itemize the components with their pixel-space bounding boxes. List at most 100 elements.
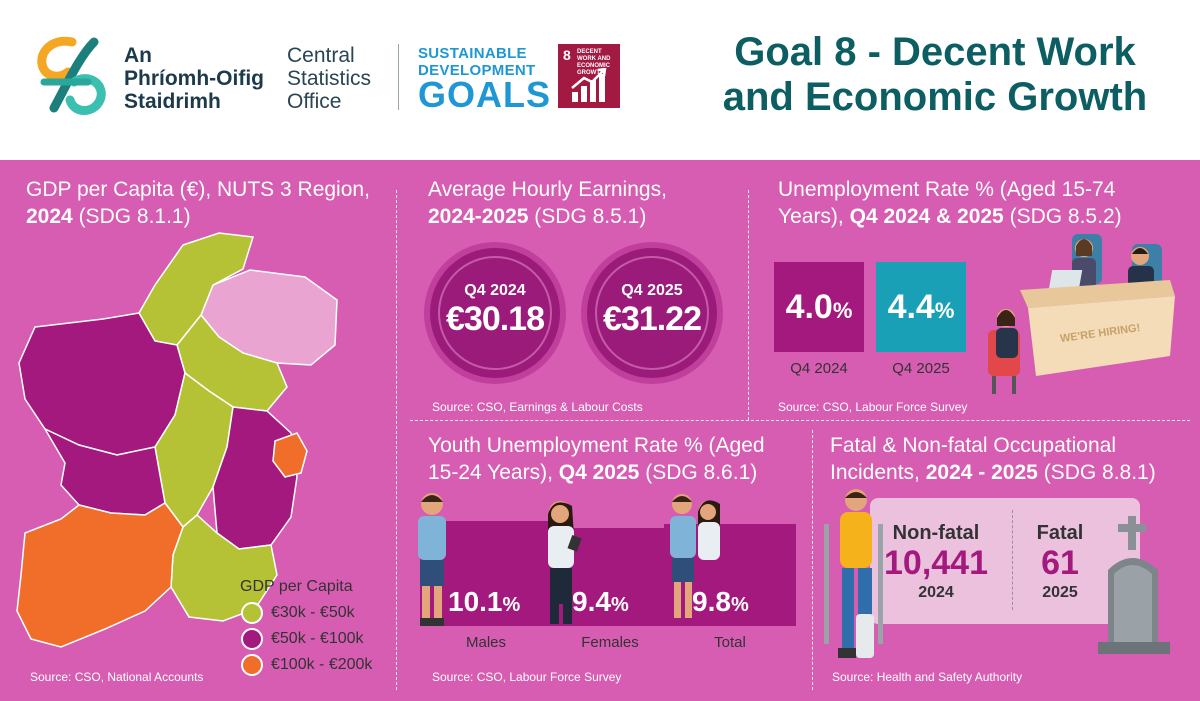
cso-name-line: Staidrimh xyxy=(124,90,221,113)
gdp-legend-item: €30k - €50k xyxy=(241,602,355,624)
coin-quarter: Q4 2024 xyxy=(464,282,526,299)
sdg-word-line: DEVELOPMENT xyxy=(418,62,536,79)
youth-value-label: 10.1% xyxy=(448,586,520,618)
unemployment-panel-title: Unemployment Rate % (Aged 15-74 Years), … xyxy=(778,176,1188,230)
divider-horizontal xyxy=(410,420,1190,421)
youth-value: 10.1 xyxy=(448,586,503,617)
unemployment-title-line: Unemployment Rate % (Aged 15-74 xyxy=(778,178,1116,201)
page-title: Goal 8 - Decent Work and Economic Growth xyxy=(700,30,1170,120)
coin-rim xyxy=(438,256,552,370)
youth-title-sdg: (SDG 8.6.1) xyxy=(645,461,758,484)
youth-source: Source: CSO, Labour Force Survey xyxy=(432,670,622,684)
nonfatal-year: 2024 xyxy=(918,584,954,601)
earnings-panel-title: Average Hourly Earnings, 2024-2025 (SDG … xyxy=(428,176,748,230)
cso-english-line: Statistics xyxy=(287,67,372,90)
legend-swatch xyxy=(241,628,263,650)
cso-irish-name: An Phríomh-Oifig Staidrimh xyxy=(124,44,264,113)
coin-rim xyxy=(595,256,709,370)
growth-chart-icon xyxy=(571,68,607,102)
youth-panel-title: Youth Unemployment Rate % (Aged 15-24 Ye… xyxy=(428,432,808,486)
youth-unit: % xyxy=(610,594,629,616)
unemployment-source: Source: CSO, Labour Force Survey xyxy=(778,400,968,414)
incidents-panel-title: Fatal & Non-fatal Occupational Incidents… xyxy=(830,432,1190,486)
injured-worker-icon xyxy=(824,489,883,658)
incidents-title-sdg: (SDG 8.8.1) xyxy=(1043,461,1156,484)
unemployment-box-2025: 4.4% xyxy=(876,262,966,352)
divider-vertical xyxy=(396,190,397,690)
youth-value: 9.8 xyxy=(692,586,731,617)
sdg-word-line: SUSTAINABLE xyxy=(418,45,527,62)
unemployment-title-bold: Q4 2024 & 2025 xyxy=(849,205,1004,228)
youth-value: 9.4 xyxy=(572,586,611,617)
unemployment-title-plain: Years), xyxy=(778,205,844,228)
header-divider xyxy=(398,44,399,110)
legend-swatch xyxy=(241,602,263,624)
youth-unit: % xyxy=(730,594,749,616)
header: An Phríomh-Oifig Staidrimh Central Stati… xyxy=(0,0,1200,160)
coin-value: €31.22 xyxy=(603,300,702,338)
legend-label: €50k - €100k xyxy=(271,630,364,648)
gdp-legend-title: GDP per Capita xyxy=(240,578,353,595)
legend-swatch xyxy=(241,654,263,676)
earnings-title-line: Average Hourly Earnings, xyxy=(428,178,667,201)
youth-value-label: 9.8% xyxy=(692,586,749,618)
gdp-title-line: GDP per Capita (€), NUTS 3 Region, xyxy=(26,178,370,201)
hiring-desk-illustration: WE'RE HIRING! xyxy=(988,234,1175,394)
unemployment-unit: % xyxy=(934,298,955,323)
gdp-legend-item: €100k - €200k xyxy=(241,654,372,676)
coin-value: €30.18 xyxy=(446,300,545,338)
gdp-title-year: 2024 xyxy=(26,205,73,228)
ireland-map xyxy=(16,232,338,648)
youth-title-line: Youth Unemployment Rate % (Aged xyxy=(428,434,765,457)
fatal-label: Fatal xyxy=(1036,522,1084,544)
incidents-divider xyxy=(1012,510,1013,610)
unemployment-title-sdg: (SDG 8.5.2) xyxy=(1009,205,1122,228)
incidents-stat-box xyxy=(870,498,1140,624)
group-figure-icon xyxy=(670,494,720,618)
unemployment-value: 4.0 xyxy=(785,287,833,326)
unemployment-label: Q4 2025 xyxy=(892,360,950,377)
unemployment-label: Q4 2024 xyxy=(790,360,848,377)
title-line: Goal 8 - Decent Work xyxy=(734,30,1136,74)
goal-8-tile: 8 DECENT WORK AND ECONOMIC GROWTH xyxy=(558,44,620,108)
unemployment-unit: % xyxy=(832,298,853,323)
gdp-legend-item: €50k - €100k xyxy=(241,628,364,650)
female-figure-icon xyxy=(548,501,582,624)
youth-category-label: Females xyxy=(581,634,639,651)
goal-tile-number: 8 xyxy=(563,47,571,63)
cso-logo-icon xyxy=(37,36,106,115)
nonfatal-value: 10,441 xyxy=(884,544,988,582)
cso-english-line: Office xyxy=(287,90,342,113)
divider-vertical xyxy=(812,430,813,690)
youth-category-label: Males xyxy=(465,634,506,651)
cso-name-line: Phríomh-Oifig xyxy=(124,67,264,90)
gdp-panel-title: GDP per Capita (€), NUTS 3 Region, 2024 … xyxy=(26,176,386,230)
goal-tile-text: DECENT WORK AND ECONOMIC GROWTH xyxy=(577,49,611,76)
sdg-goals-wordmark: GOALS xyxy=(418,74,552,115)
earnings-coin-2025: Q4 2025 €31.22 xyxy=(587,248,717,378)
gdp-title-sdg: (SDG 8.1.1) xyxy=(78,205,191,228)
fatal-year: 2025 xyxy=(1042,584,1078,601)
cso-english-name: Central Statistics Office xyxy=(287,44,371,113)
divider-vertical xyxy=(748,190,749,420)
gdp-source: Source: CSO, National Accounts xyxy=(30,670,204,684)
unemployment-value: 4.4 xyxy=(887,287,935,326)
incidents-title-bold: 2024 - 2025 xyxy=(925,461,1038,484)
youth-title-bold: Q4 2025 xyxy=(558,461,640,484)
fatal-value: 61 xyxy=(1041,544,1079,582)
unemployment-box-2024: 4.0% xyxy=(774,262,864,352)
legend-label: €100k - €200k xyxy=(271,656,373,674)
incidents-title-line: Fatal & Non-fatal Occupational xyxy=(830,434,1116,457)
gravestone-icon xyxy=(1098,516,1170,654)
sdg-wordmark: SUSTAINABLE DEVELOPMENT xyxy=(418,45,535,79)
nonfatal-label: Non-fatal xyxy=(892,522,980,544)
youth-title-plain: 15-24 Years), xyxy=(428,461,553,484)
male-figure-icon xyxy=(418,493,446,626)
earnings-title-years: 2024-2025 xyxy=(428,205,529,228)
coin-quarter: Q4 2025 xyxy=(621,282,683,299)
legend-label: €30k - €50k xyxy=(271,604,355,622)
cso-english-line: Central xyxy=(287,44,355,67)
earnings-source: Source: CSO, Earnings & Labour Costs xyxy=(432,400,643,414)
youth-value-label: 9.4% xyxy=(572,586,629,618)
earnings-title-sdg: (SDG 8.5.1) xyxy=(534,205,647,228)
